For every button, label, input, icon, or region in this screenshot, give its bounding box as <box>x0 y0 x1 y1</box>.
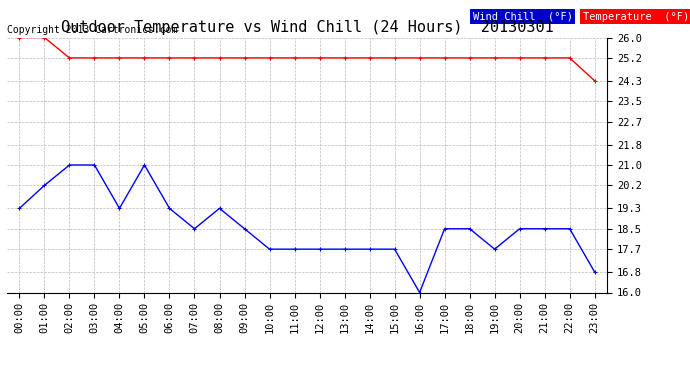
Text: Temperature  (°F): Temperature (°F) <box>583 12 689 22</box>
Text: Copyright 2013 Cartronics.com: Copyright 2013 Cartronics.com <box>7 25 177 35</box>
Text: Wind Chill  (°F): Wind Chill (°F) <box>473 12 573 22</box>
Title: Outdoor Temperature vs Wind Chill (24 Hours)  20130301: Outdoor Temperature vs Wind Chill (24 Ho… <box>61 20 553 35</box>
